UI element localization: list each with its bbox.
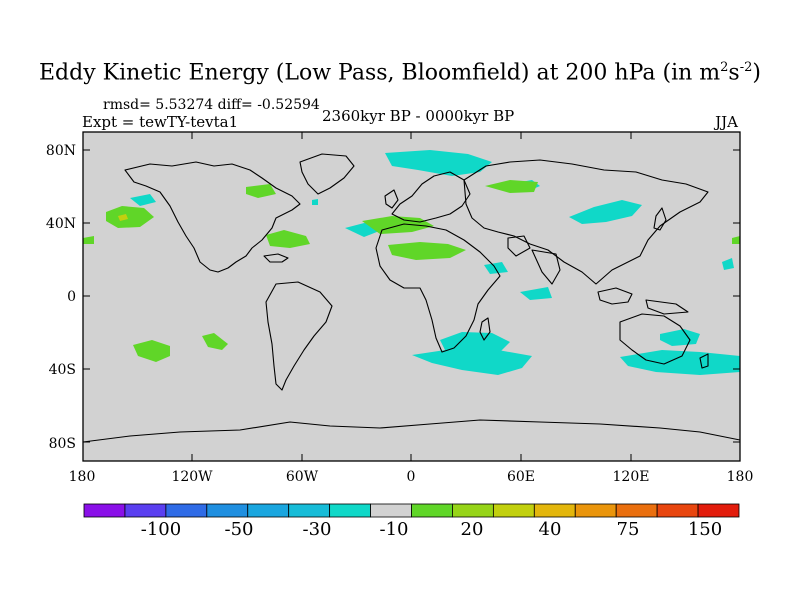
colorbar-swatch [165,503,208,518]
lon-label-120w: 120W [171,469,213,485]
plot-title: Eddy Kinetic Energy (Low Pass, Bloomfiel… [39,60,761,86]
axis-ticks [83,132,740,461]
colorbar-swatch [452,503,494,518]
colorbar-label: -10 [379,519,409,540]
colorbar-label: 20 [460,519,484,540]
positive-peak-region [118,214,128,221]
colorbar-swatch [697,503,740,518]
lon-label-180e: 180 [726,469,754,485]
colorbar-swatch [656,503,699,518]
negative-anomaly-regions [130,150,740,375]
colorbar-label: 75 [616,519,640,540]
colorbar-swatch [288,503,331,518]
period-label: 2360kyr BP - 0000kyr BP [322,107,515,125]
colorbar [83,503,740,518]
colorbar-swatch [492,503,535,518]
lon-label-60w: 60W [285,469,319,485]
lon-label-0: 0 [406,469,416,485]
lat-label-80s: 80S [48,436,76,452]
rmsd-diff-stats: rmsd= 5.53274 diff= -0.52594 [103,97,320,113]
season-label: JJA [715,113,738,131]
lat-label-40s: 40S [48,362,76,378]
colorbar-swatch [533,503,576,518]
colorbar-swatch [615,503,658,518]
colorbar-swatch [370,503,412,518]
map-background [83,132,740,461]
colorbar-swatch [411,503,453,518]
positive-anomaly-regions [83,180,740,362]
lat-label-80n: 80N [45,143,76,159]
colorbar-label: 40 [538,519,562,540]
colorbar-label: -50 [224,519,254,540]
colorbar-swatch [124,503,167,518]
colorbar-swatch [83,503,126,518]
coastlines [83,153,740,443]
colorbar-label: 150 [687,519,723,540]
lon-label-120e: 120E [612,469,650,485]
colorbar-label: -30 [302,519,332,540]
lat-label-eq: 0 [67,289,76,305]
lon-label-180w: 180 [68,469,96,485]
lat-label-40n: 40N [45,216,76,232]
colorbar-swatch [206,503,249,518]
colorbar-label: -100 [140,519,182,540]
colorbar-swatch [329,503,371,518]
lon-label-60e: 60E [506,469,536,485]
colorbar-swatch [247,503,290,518]
experiment-label: Expt = tewTY-tevta1 [82,113,239,131]
colorbar-swatch [574,503,617,518]
